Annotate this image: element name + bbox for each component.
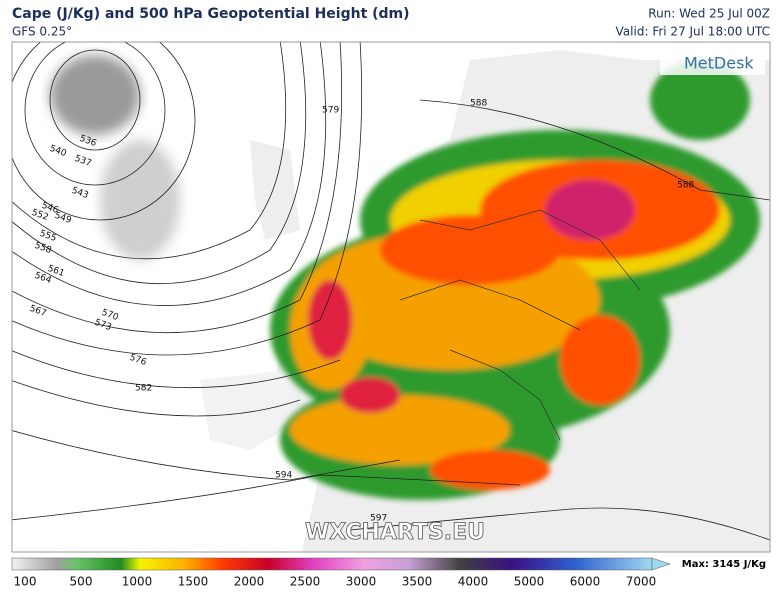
max-label: Max: 3145 J/Kg: [682, 559, 766, 570]
logo-box: [660, 53, 765, 75]
cloud: [50, 55, 140, 135]
colorbar-tick-label: 5000: [514, 575, 545, 589]
cape-field: [270, 60, 760, 500]
colorbar-tick-label: 500: [70, 575, 93, 589]
land: [200, 370, 300, 450]
model: GFS 0.25°: [12, 25, 72, 39]
map: [12, 42, 770, 552]
colorbar-tick-label: 100: [14, 575, 37, 589]
borders: [399, 209, 641, 441]
colorbar-tick-label: 4000: [458, 575, 489, 589]
title: Cape (J/Kg) and 500 hPa Geopotential Hei…: [12, 6, 410, 22]
logo: MetDesk: [684, 54, 754, 73]
land: [250, 140, 300, 240]
map-frame: [11, 41, 771, 553]
colorbar-tick-label: 3000: [346, 575, 377, 589]
contour-label: 594: [275, 471, 292, 481]
colorbar-tick-label: 6000: [570, 575, 601, 589]
cloud: [100, 140, 180, 260]
contour-label: 597: [370, 514, 387, 524]
contour-label: 588: [677, 181, 694, 191]
colorbar-tick-label: 1000: [122, 575, 153, 589]
colorbar-tick-label: 2000: [234, 575, 265, 589]
height-contours: [12, 42, 770, 541]
colorbar-tick-label: 1500: [178, 575, 209, 589]
colorbar-tick-label: 3500: [402, 575, 433, 589]
colorbar-tick-label: 2500: [290, 575, 321, 589]
run-time: Run: Wed 25 Jul 00Z: [648, 7, 770, 21]
contour-label: 579: [322, 106, 339, 116]
contour-label: 582: [135, 384, 152, 394]
watermark: WXCHARTS.EU: [305, 520, 485, 545]
contour-label: 588: [470, 99, 487, 109]
colorbar-tick-label: 7000: [626, 575, 657, 589]
valid-time: Valid: Fri 27 Jul 18:00 UTC: [616, 25, 770, 39]
colorbar-arrow: [651, 557, 671, 571]
colorbar: [11, 557, 653, 571]
